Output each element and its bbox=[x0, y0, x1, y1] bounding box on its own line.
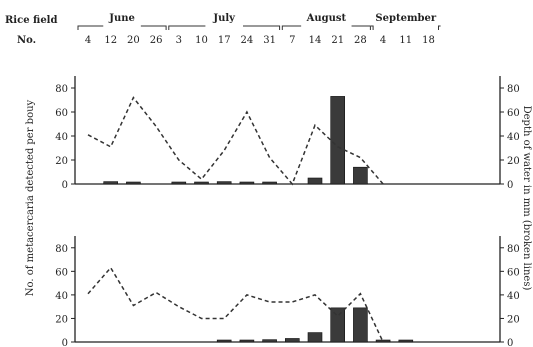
month-label: July bbox=[212, 13, 236, 24]
left-y-tick-label: 80 bbox=[55, 244, 68, 255]
left-y-tick-label: 40 bbox=[55, 291, 68, 302]
month-bracket-right bbox=[140, 25, 167, 30]
left-y-tick-label: 60 bbox=[55, 267, 68, 278]
row-label-rice-field: Rice field bbox=[5, 15, 57, 26]
metacercaria-bar bbox=[330, 96, 346, 185]
left-y-tick-label: 80 bbox=[55, 84, 68, 95]
metacercaria-bar bbox=[194, 181, 209, 185]
metacercaria-bar bbox=[330, 307, 346, 343]
date-label: 4 bbox=[380, 35, 386, 46]
metacercaria-bar bbox=[353, 307, 368, 343]
date-label: 14 bbox=[309, 35, 322, 46]
month-label: September bbox=[375, 13, 436, 24]
month-bracket-left bbox=[371, 25, 374, 30]
metacercaria-bar bbox=[353, 166, 368, 185]
month-bracket-left bbox=[77, 25, 104, 30]
date-label: 11 bbox=[399, 35, 412, 46]
metacercaria-bar bbox=[216, 181, 232, 185]
water-depth-line bbox=[87, 96, 384, 186]
right-y-tick-label: 20 bbox=[507, 156, 520, 167]
left-y-axis-label: No. of metacercaria detected per bouy bbox=[25, 99, 36, 296]
left-y-tick-label: 0 bbox=[62, 338, 68, 347]
metacercaria-bar bbox=[262, 339, 277, 343]
date-label: 21 bbox=[331, 35, 344, 46]
metacercaria-bar bbox=[307, 332, 323, 343]
metacercaria-bar bbox=[262, 181, 277, 185]
month-bracket-right bbox=[243, 25, 281, 30]
metacercaria-bar bbox=[239, 339, 255, 343]
month-bracket-right bbox=[438, 25, 441, 30]
month-label: August bbox=[306, 13, 347, 24]
metacercaria-bar bbox=[398, 339, 414, 343]
row-label-no: No. bbox=[17, 35, 36, 46]
metacercaria-bar bbox=[126, 181, 141, 185]
lower-panel: 0 20 40 60 80 0 20 40 60 80 bbox=[55, 236, 520, 347]
right-y-tick-label: 40 bbox=[507, 132, 520, 143]
metacercaria-bar bbox=[171, 181, 187, 185]
left-y-tick-label: 20 bbox=[55, 156, 68, 167]
date-label: 12 bbox=[104, 35, 117, 46]
right-y-tick-label: 80 bbox=[507, 84, 520, 95]
metacercaria-bar bbox=[284, 338, 300, 343]
metacercaria-bar bbox=[375, 339, 391, 343]
metacercaria-bar bbox=[216, 339, 232, 343]
month-header: June July August September bbox=[77, 13, 441, 30]
upper-panel: 0 20 40 60 80 0 20 40 60 80 bbox=[55, 76, 520, 191]
month-label: June bbox=[108, 13, 135, 24]
left-y-tick-label: 0 bbox=[62, 180, 68, 191]
date-label: 4 bbox=[85, 35, 91, 46]
date-label: 18 bbox=[422, 35, 435, 46]
left-y-tick-label: 40 bbox=[55, 132, 68, 143]
left-y-tick-label: 60 bbox=[55, 108, 68, 119]
month-bracket-left bbox=[281, 25, 302, 30]
date-header: 4 12 20 26 3 10 17 24 31 7 14 21 28 4 11 18 bbox=[85, 35, 435, 46]
right-y-tick-label: 0 bbox=[507, 338, 513, 347]
date-label: 24 bbox=[241, 35, 254, 46]
date-label: 3 bbox=[176, 35, 182, 46]
right-y-axis-label: Depth of water in mm (broken lines) bbox=[521, 106, 532, 291]
right-y-tick-label: 60 bbox=[507, 267, 520, 278]
right-y-tick-label: 0 bbox=[507, 180, 513, 191]
date-label: 31 bbox=[263, 35, 276, 46]
left-y-tick-label: 20 bbox=[55, 314, 68, 325]
month-bracket-left bbox=[168, 25, 206, 30]
date-label: 28 bbox=[354, 35, 367, 46]
water-depth-line bbox=[87, 266, 384, 343]
metacercaria-bar bbox=[239, 181, 255, 185]
right-y-tick-label: 20 bbox=[507, 314, 520, 325]
date-label: 7 bbox=[289, 35, 295, 46]
date-label: 17 bbox=[218, 35, 231, 46]
metacercaria-bar bbox=[103, 181, 118, 185]
date-label: 26 bbox=[150, 35, 163, 46]
metacercaria-bar bbox=[307, 177, 323, 185]
right-y-tick-label: 60 bbox=[507, 108, 520, 119]
right-y-tick-label: 80 bbox=[507, 244, 520, 255]
month-bracket-right bbox=[351, 25, 371, 30]
date-label: 10 bbox=[195, 35, 208, 46]
date-label: 20 bbox=[127, 35, 140, 46]
right-y-tick-label: 40 bbox=[507, 291, 520, 302]
